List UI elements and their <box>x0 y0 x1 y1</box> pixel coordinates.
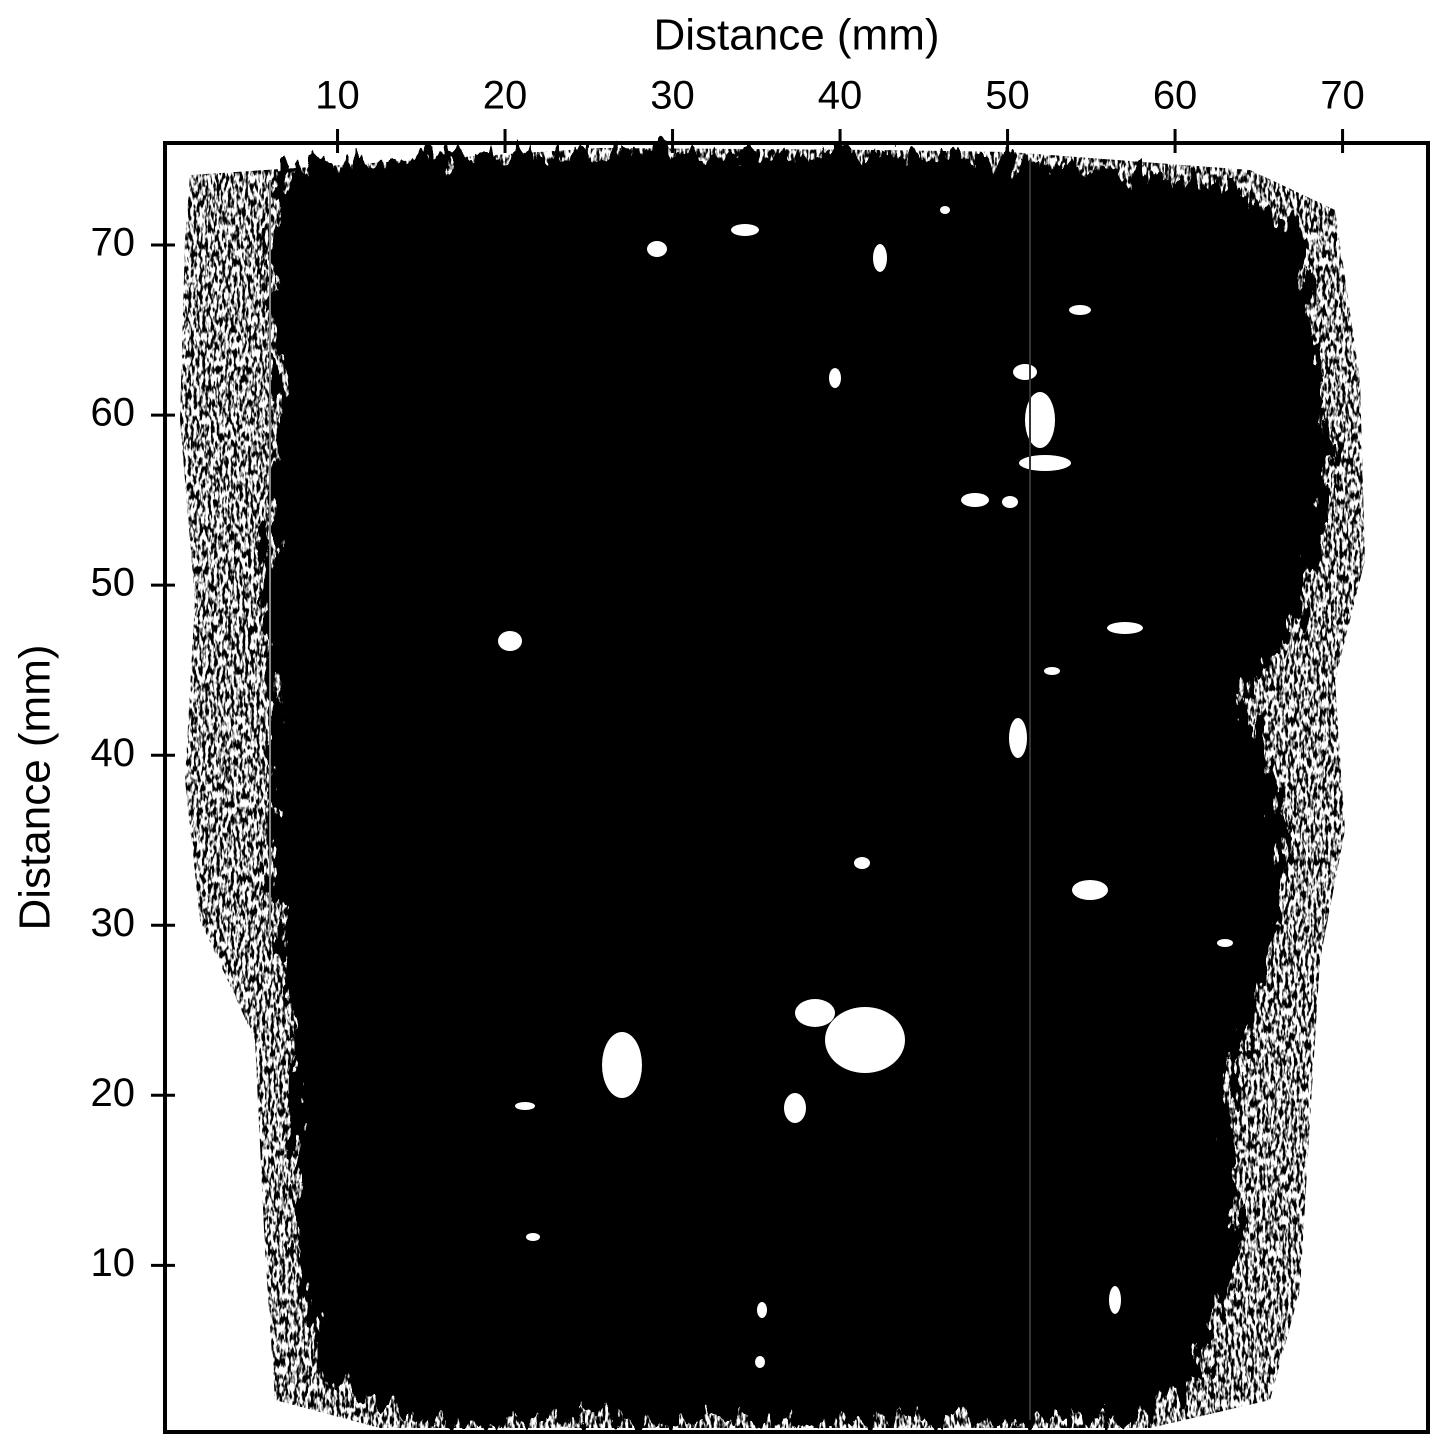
x-axis-label: Distance (mm) <box>653 11 939 60</box>
y-tick-label: 10 <box>91 1241 136 1285</box>
x-tick-label: 10 <box>315 74 360 118</box>
y-axis-label: Distance (mm) <box>11 644 60 930</box>
y-tick-label: 70 <box>91 221 136 265</box>
y-tick-label: 40 <box>91 731 136 775</box>
x-tick-label: 20 <box>483 74 528 118</box>
y-tick-label: 60 <box>91 391 136 435</box>
y-tick-label: 20 <box>91 1071 136 1115</box>
y-tick-label: 50 <box>91 561 136 605</box>
x-tick-label: 40 <box>818 74 863 118</box>
scan-core <box>260 152 1330 1420</box>
scan-image <box>180 148 1365 1428</box>
x-tick-label: 60 <box>1153 74 1198 118</box>
plot-frame <box>163 141 1430 1434</box>
x-tick-label: 30 <box>650 74 695 118</box>
x-tick-label: 50 <box>985 74 1030 118</box>
x-tick-label: 70 <box>1320 74 1365 118</box>
y-tick-label: 30 <box>91 901 136 945</box>
